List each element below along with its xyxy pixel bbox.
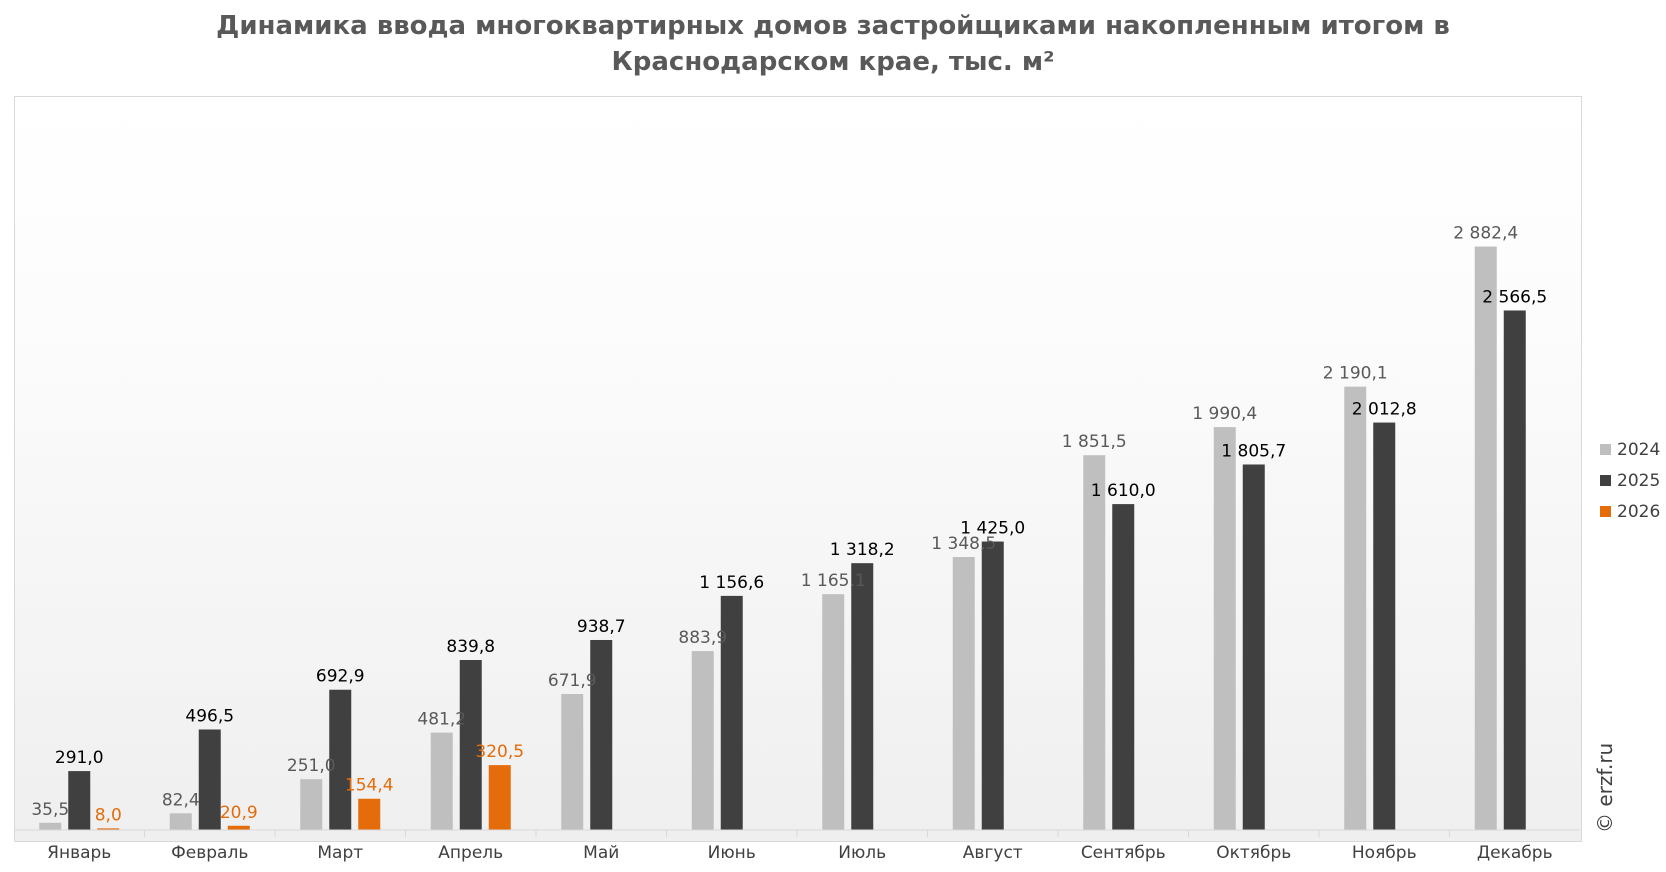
value-labels-layer: 35,5 291,0 8,0 82,4 496,5 20,9 251,0 692,9 154,4…	[31, 224, 1547, 826]
bar-2024	[1083, 455, 1106, 830]
bar-2024	[300, 779, 323, 830]
bar-2025	[1242, 464, 1265, 830]
bar-2026	[97, 828, 120, 830]
bar-2025	[198, 729, 221, 830]
bar-2026	[358, 798, 381, 830]
bar-2025	[720, 595, 743, 830]
chart-title: Динамика ввода многоквартирных домов зас…	[216, 11, 1450, 77]
bar-2024	[430, 732, 453, 830]
data-label-2025: 1 318,2	[830, 540, 895, 560]
data-label-2024: 2 190,1	[1323, 364, 1388, 384]
legend-label-2025: 2025	[1617, 470, 1661, 491]
data-label-2025: 839,8	[446, 637, 495, 657]
data-label-2024: 883,9	[678, 628, 727, 648]
x-tick-label: Декабрь	[1477, 843, 1553, 863]
bar-2024	[822, 594, 845, 830]
x-tick-label: Май	[583, 843, 619, 863]
legend-label-2024: 2024	[1617, 439, 1661, 460]
data-label-2024: 35,5	[31, 800, 69, 820]
x-tick-label: Сентябрь	[1081, 843, 1166, 863]
data-label-2025: 2 566,5	[1482, 287, 1547, 307]
data-label-2025: 2 012,8	[1352, 400, 1417, 420]
data-label-2025: 1 425,0	[960, 519, 1025, 539]
data-label-2025: 938,7	[577, 617, 626, 637]
data-label-2024: 481,2	[417, 710, 466, 730]
data-label-2025: 1 156,6	[699, 573, 764, 593]
data-label-2026: 320,5	[475, 742, 524, 762]
x-axis: Январь Февраль Март Апрель Май Июнь Июль Август…	[14, 829, 1580, 863]
data-label-2026: 20,9	[220, 803, 258, 823]
x-tick-label: Август	[963, 843, 1023, 863]
legend-item-2024: 2024	[1600, 434, 1660, 465]
bar-2026	[488, 765, 511, 830]
data-label-2024: 1 348,5	[931, 534, 996, 554]
legend-swatch-2024	[1600, 444, 1611, 455]
legend-item-2025: 2025	[1600, 465, 1660, 496]
data-label-2024: 1 165,1	[801, 571, 866, 591]
data-label-2024: 251,0	[287, 756, 336, 776]
x-tick-label: Апрель	[438, 843, 503, 863]
bar-2025	[68, 771, 91, 830]
x-tick-label: Февраль	[171, 843, 248, 863]
data-label-2024: 671,9	[548, 671, 597, 691]
bar-2025	[851, 563, 874, 830]
legend-label-2026: 2026	[1617, 501, 1661, 522]
x-tick-label: Октябрь	[1216, 843, 1291, 863]
bar-2025	[1112, 504, 1135, 830]
bar-2024	[952, 557, 975, 830]
bar-2024	[1344, 386, 1367, 830]
bar-2026	[227, 825, 250, 830]
data-label-2024: 1 851,5	[1062, 432, 1127, 452]
data-label-2025: 692,9	[316, 667, 365, 687]
bar-2024	[561, 693, 584, 830]
x-tick-label: Июнь	[708, 843, 756, 863]
data-label-2026: 154,4	[345, 776, 394, 796]
bar-2024	[39, 822, 62, 830]
data-label-2025: 1 805,7	[1221, 441, 1286, 461]
data-label-2024: 2 882,4	[1453, 224, 1518, 244]
data-label-2025: 1 610,0	[1091, 481, 1156, 501]
data-label-2025: 291,0	[55, 748, 104, 768]
bar-2024	[1474, 246, 1497, 831]
legend: 2024 2025 2026	[1600, 434, 1660, 527]
bar-2024	[169, 813, 192, 830]
bar-2024	[691, 651, 714, 830]
legend-swatch-2026	[1600, 506, 1611, 517]
bar-2025	[329, 689, 352, 830]
legend-swatch-2025	[1600, 475, 1611, 486]
x-tick-label: Ноябрь	[1352, 843, 1417, 863]
plot-area	[14, 96, 1582, 842]
bar-2025	[459, 660, 482, 830]
bar-2024	[1213, 427, 1236, 830]
bar-2025	[590, 639, 613, 830]
data-label-2026: 8,0	[95, 805, 122, 825]
x-tick-label: Март	[317, 843, 363, 863]
x-tick-label: Июль	[838, 843, 886, 863]
bar-2025	[1373, 422, 1396, 830]
data-label-2025: 496,5	[185, 706, 234, 726]
watermark: © erzf.ru	[1593, 742, 1617, 833]
data-label-2024: 82,4	[162, 790, 200, 810]
bar-2025	[981, 541, 1004, 830]
data-label-2024: 1 990,4	[1192, 404, 1257, 424]
x-tick-label: Январь	[47, 843, 111, 863]
legend-item-2026: 2026	[1600, 496, 1660, 527]
bar-2025	[1503, 310, 1526, 831]
bars-layer	[39, 246, 1526, 831]
